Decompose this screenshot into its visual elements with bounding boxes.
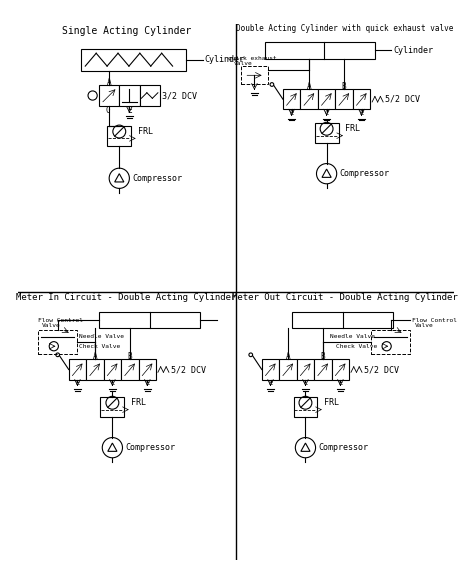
- Text: A: A: [107, 78, 111, 87]
- Bar: [301, 89, 318, 110]
- Text: Single Acting Cylinder: Single Acting Cylinder: [62, 26, 191, 36]
- Text: 3/2 DCV: 3/2 DCV: [163, 91, 198, 100]
- Bar: [100, 397, 124, 417]
- Text: Flow Control: Flow Control: [38, 318, 83, 324]
- Text: Needle Valve: Needle Valve: [330, 334, 375, 339]
- Bar: [283, 89, 301, 110]
- Bar: [81, 48, 186, 71]
- Text: E: E: [145, 380, 149, 387]
- Text: Valve: Valve: [42, 323, 61, 328]
- Text: 5/2 DCV: 5/2 DCV: [385, 94, 420, 104]
- Text: 5/2 DCV: 5/2 DCV: [171, 365, 206, 374]
- Text: Cylinder: Cylinder: [393, 46, 433, 55]
- Text: E: E: [359, 110, 364, 116]
- Bar: [241, 66, 268, 85]
- Text: Cylinder: Cylinder: [205, 55, 245, 64]
- Bar: [279, 359, 297, 380]
- Bar: [314, 359, 332, 380]
- Text: E: E: [127, 106, 132, 115]
- Text: Check Valve: Check Valve: [79, 344, 120, 349]
- Bar: [315, 123, 338, 143]
- Bar: [262, 359, 279, 380]
- Bar: [297, 359, 314, 380]
- Text: FRL: FRL: [137, 127, 153, 136]
- Text: E: E: [338, 380, 343, 387]
- Bar: [139, 86, 160, 106]
- Text: FRL: FRL: [324, 398, 339, 408]
- Text: B: B: [128, 352, 132, 361]
- Text: A: A: [286, 352, 290, 361]
- Text: Compressor: Compressor: [132, 174, 182, 183]
- Bar: [371, 330, 410, 354]
- Bar: [335, 89, 353, 110]
- Text: Double Acting Cylinder with quick exhaust valve: Double Acting Cylinder with quick exhaus…: [236, 24, 453, 33]
- Text: quick exhaust: quick exhaust: [228, 56, 276, 61]
- Bar: [99, 86, 119, 106]
- Text: Meter Out Circuit - Double Acting Cylinder: Meter Out Circuit - Double Acting Cylind…: [232, 293, 457, 303]
- Bar: [38, 330, 77, 354]
- Text: E: E: [290, 110, 294, 116]
- Text: Flow Control: Flow Control: [411, 318, 456, 324]
- Text: Valve: Valve: [415, 323, 434, 328]
- Bar: [99, 311, 200, 328]
- Text: B: B: [320, 352, 325, 361]
- Text: E: E: [75, 380, 80, 387]
- Bar: [293, 397, 318, 417]
- Bar: [332, 359, 349, 380]
- Text: A: A: [307, 82, 311, 91]
- Text: Meter In Circuit - Double Acting Cylinder: Meter In Circuit - Double Acting Cylinde…: [17, 293, 237, 303]
- Text: Needle Valve: Needle Valve: [79, 334, 124, 339]
- Bar: [353, 89, 370, 110]
- Text: C: C: [303, 380, 308, 387]
- Bar: [121, 359, 138, 380]
- Bar: [86, 359, 104, 380]
- Bar: [119, 86, 139, 106]
- Bar: [138, 359, 156, 380]
- Text: Compressor: Compressor: [125, 443, 175, 452]
- Text: B: B: [342, 82, 346, 91]
- Bar: [107, 126, 131, 146]
- Text: FRL: FRL: [345, 124, 360, 134]
- Text: C: C: [110, 380, 115, 387]
- Text: A: A: [92, 352, 97, 361]
- Bar: [104, 359, 121, 380]
- Text: E: E: [268, 380, 273, 387]
- Text: Compressor: Compressor: [339, 169, 390, 178]
- Text: Check Valve: Check Valve: [336, 344, 377, 349]
- Bar: [318, 89, 335, 110]
- Bar: [292, 311, 393, 328]
- Bar: [69, 359, 86, 380]
- Bar: [264, 42, 375, 59]
- Text: C: C: [325, 110, 329, 116]
- Text: Compressor: Compressor: [319, 443, 368, 452]
- Text: valve: valve: [233, 61, 252, 66]
- Text: 5/2 DCV: 5/2 DCV: [364, 365, 399, 374]
- Text: FRL: FRL: [131, 398, 146, 408]
- Text: C: C: [105, 106, 109, 115]
